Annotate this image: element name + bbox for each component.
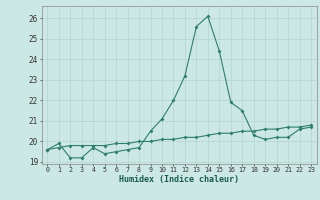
X-axis label: Humidex (Indice chaleur): Humidex (Indice chaleur) bbox=[119, 175, 239, 184]
